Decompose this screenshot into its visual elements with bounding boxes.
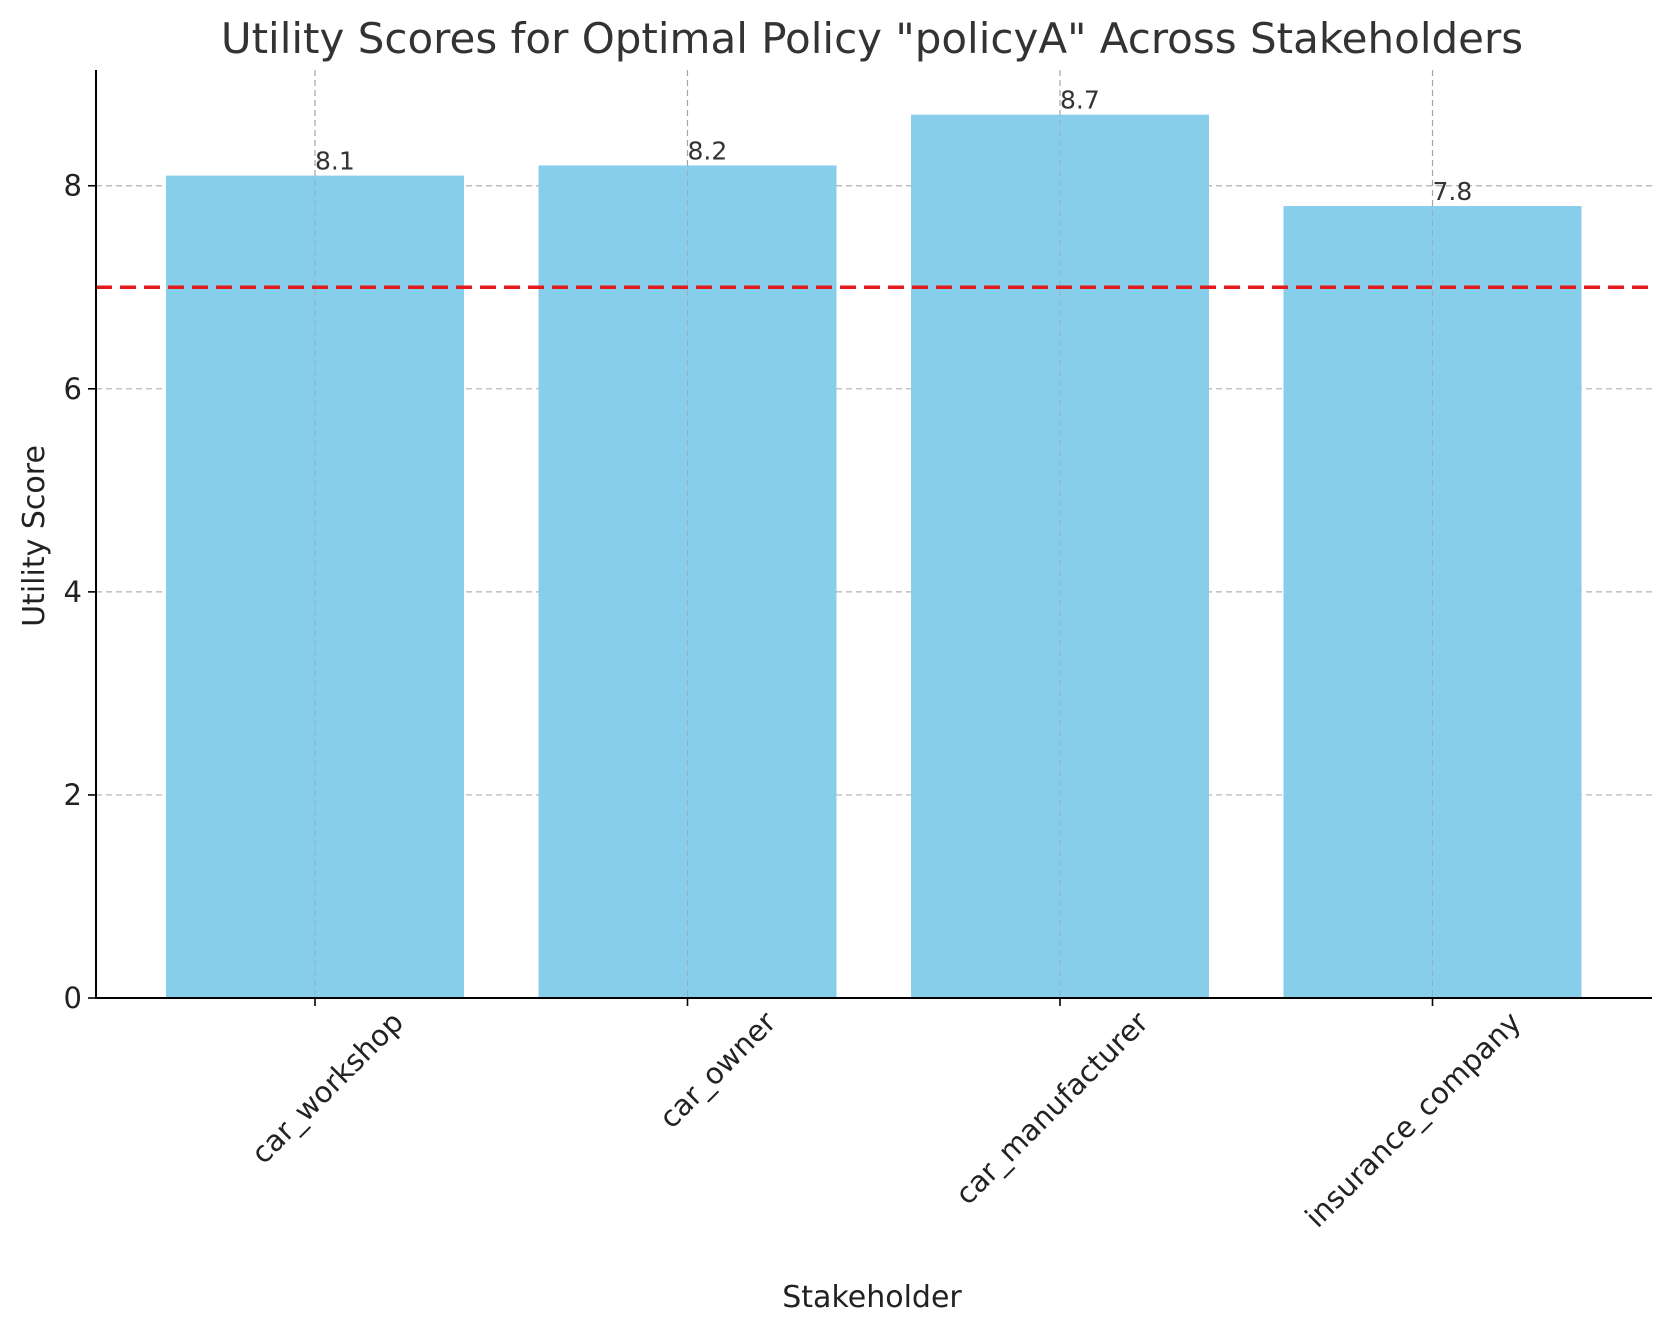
y-tick-label: 2	[64, 778, 82, 812]
data-label: 8.2	[688, 136, 728, 165]
data-label: 8.7	[1060, 86, 1100, 115]
y-tick-labels: 0 2 4 6 8	[64, 169, 96, 1015]
y-tick-label: 6	[64, 372, 82, 406]
y-tick-label: 8	[64, 169, 82, 203]
x-tick-labels: car_workshop car_owner car_manufacturer ins…	[245, 998, 1527, 1234]
data-label: 8.1	[315, 147, 355, 176]
y-tick-label: 4	[64, 575, 82, 609]
y-axis-label: Utility Score	[17, 445, 52, 627]
data-label: 7.8	[1433, 177, 1473, 206]
axes	[95, 70, 1652, 999]
x-tick-label: car_manufacturer	[949, 1005, 1155, 1211]
x-tick-label: car_workshop	[245, 1005, 410, 1170]
x-tick-label: insurance_company	[1298, 1005, 1527, 1234]
bars	[166, 114, 1582, 999]
data-labels: 8.1 8.2 8.7 7.8	[315, 86, 1472, 206]
chart-title: Utility Scores for Optimal Policy "polic…	[221, 14, 1523, 63]
y-tick-label: 0	[64, 981, 82, 1015]
x-axis-label: Stakeholder	[782, 1280, 962, 1315]
x-tick-label: car_owner	[653, 1005, 783, 1135]
